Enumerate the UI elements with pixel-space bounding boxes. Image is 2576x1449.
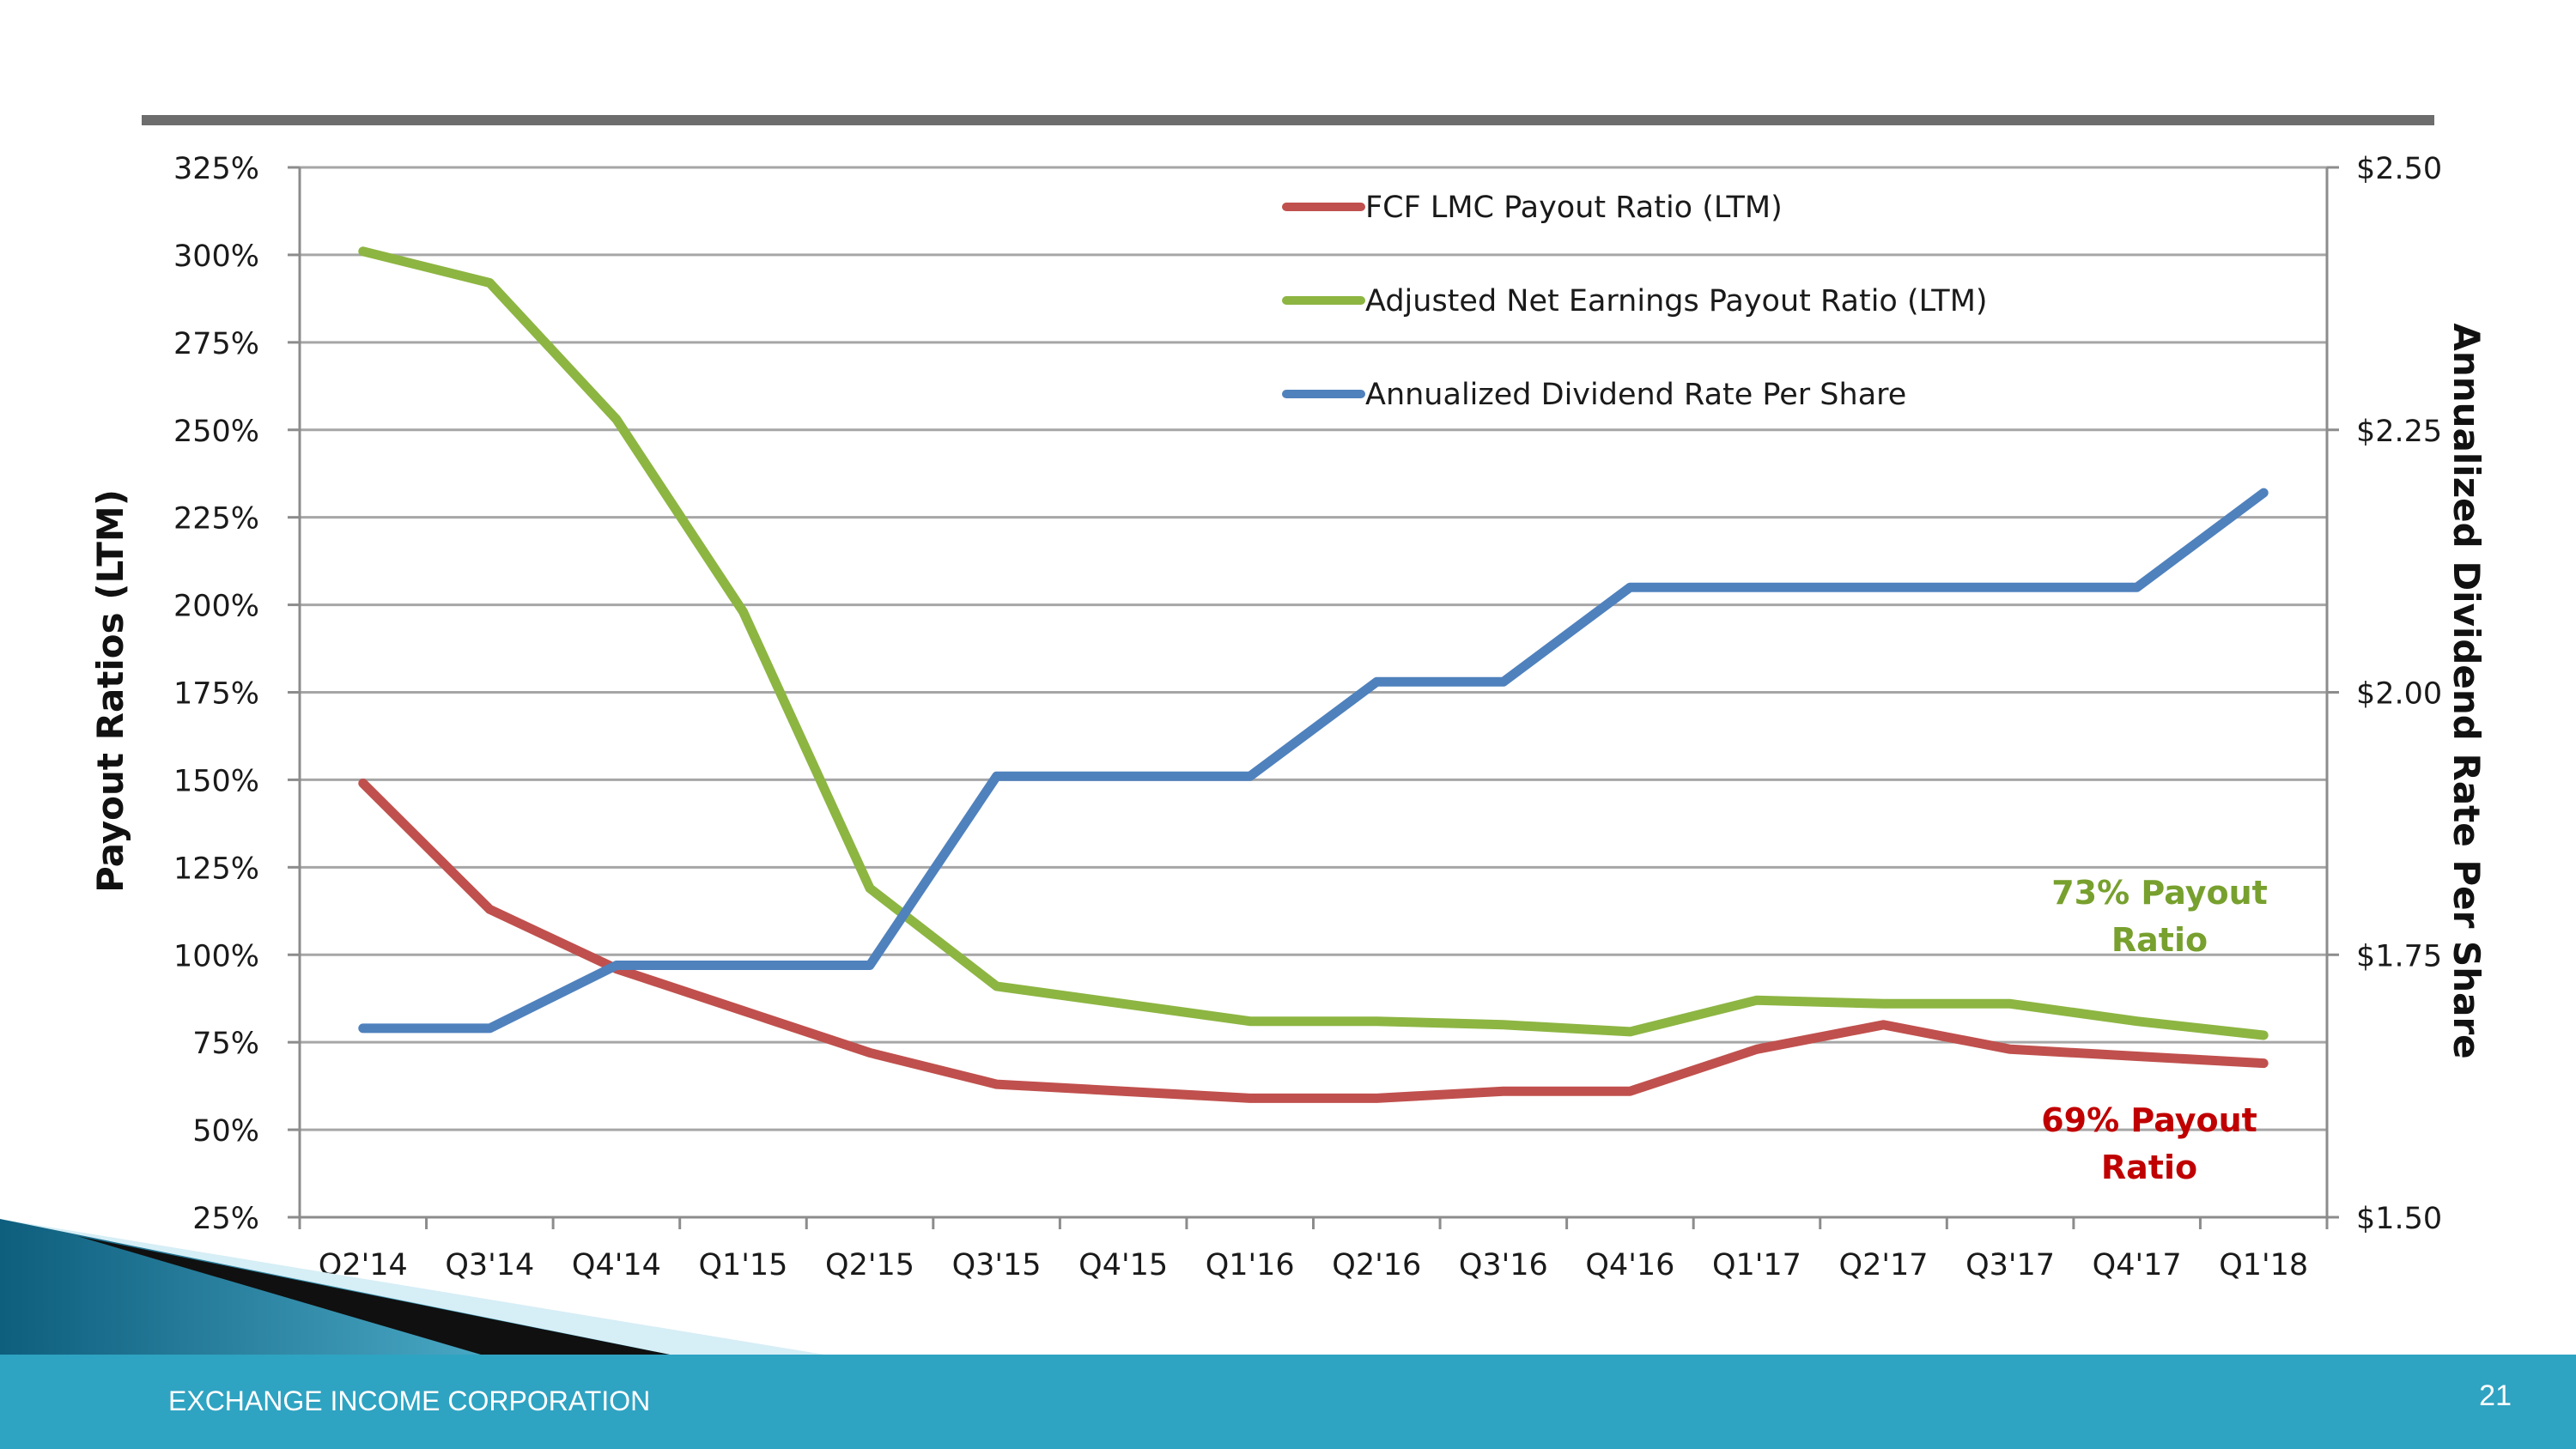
right-tick-label: $1.75 (2356, 939, 2442, 973)
left-axis-title: Payout Ratios (LTM) (89, 489, 131, 893)
x-tick-label: Q4'14 (572, 1248, 661, 1282)
right-tick-labels: $2.50 $2.25 $2.00 $1.75 $1.50 (2356, 152, 2442, 1236)
x-tick-label: Q3'16 (1459, 1248, 1548, 1282)
annotation-69-line1: 69% Payout (2041, 1101, 2257, 1139)
fcf-payout-line (358, 779, 2269, 1103)
x-tick-label: Q3'14 (445, 1248, 534, 1282)
x-tick-label: Q1'15 (698, 1248, 787, 1282)
annotation-73-payout: 73% Payout Ratio (2051, 874, 2268, 959)
left-tick-labels: 325% 300% 275% 250% 225% 200% 175% 150% 125% 100%… (173, 152, 259, 1236)
footer-company: EXCHANGE INCOME CORPORATION (168, 1385, 650, 1416)
annotation-69-payout: 69% Payout Ratio (2041, 1101, 2257, 1186)
x-tick-label: Q2'16 (1332, 1248, 1421, 1282)
right-tick-label: $2.00 (2356, 677, 2442, 712)
legend-label-dividend: Annualized Dividend Rate Per Share (1365, 378, 1906, 412)
page-number: 21 (2479, 1379, 2512, 1412)
x-tick-label: Q2'15 (825, 1248, 914, 1282)
left-tick-label: 125% (173, 852, 259, 886)
footer-wedge-dark (77, 1236, 670, 1355)
left-tick-label: 100% (173, 939, 259, 973)
annotation-73-line1: 73% Payout (2051, 874, 2268, 912)
y-tick-marks (288, 166, 2339, 1219)
x-tick-label: Q1'16 (1206, 1248, 1295, 1282)
footer: EXCHANGE INCOME CORPORATION 21 (0, 1219, 2576, 1449)
series-layer (358, 246, 2269, 1103)
left-tick-label: 275% (173, 327, 259, 361)
left-tick-label: 25% (192, 1202, 259, 1236)
grid-lines (300, 166, 2327, 1131)
left-tick-label: 50% (192, 1114, 259, 1149)
left-tick-label: 75% (192, 1027, 259, 1061)
annotation-69-line2: Ratio (2101, 1149, 2197, 1186)
x-tick-label: Q3'17 (1965, 1248, 2055, 1282)
legend-label-adjusted: Adjusted Net Earnings Payout Ratio (LTM) (1365, 284, 1988, 318)
legend-label-fcf: FCF LMC Payout Ratio (LTM) (1365, 191, 1783, 225)
x-tick-marks (298, 1217, 2329, 1229)
right-axis-title: Annualized Dividend Rate Per Share (2445, 323, 2488, 1058)
x-tick-label: Q2'17 (1839, 1248, 1929, 1282)
right-tick-label: $2.50 (2356, 152, 2442, 186)
adjusted-payout-line (358, 246, 2269, 1040)
left-tick-label: 325% (173, 152, 259, 186)
footer-wedge-blue (0, 1219, 670, 1355)
footer-bar (0, 1355, 2576, 1449)
dividend-rate-line (358, 488, 2269, 1034)
right-tick-label: $2.25 (2356, 415, 2442, 449)
left-tick-label: 200% (173, 590, 259, 624)
x-tick-label: Q4'16 (1585, 1248, 1674, 1282)
annotation-73-line2: Ratio (2111, 921, 2208, 959)
left-tick-label: 300% (173, 239, 259, 274)
header-rule (142, 115, 2434, 125)
left-tick-label: 250% (173, 415, 259, 449)
x-tick-label: Q4'15 (1078, 1248, 1168, 1282)
left-tick-label: 150% (173, 764, 259, 798)
x-tick-label: Q4'17 (2093, 1248, 2182, 1282)
x-tick-label: Q3'15 (952, 1248, 1042, 1282)
legend: FCF LMC Payout Ratio (LTM) Adjusted Net … (1282, 191, 1988, 412)
right-tick-label: $1.50 (2356, 1202, 2442, 1236)
x-tick-label: Q1'18 (2219, 1248, 2308, 1282)
x-tick-labels: Q2'14 Q3'14 Q4'14 Q1'15 Q2'15 Q3'15 Q4'15 Q1'16… (319, 1248, 2308, 1282)
x-tick-label: Q1'17 (1712, 1248, 1801, 1282)
left-tick-label: 175% (173, 677, 259, 712)
left-tick-label: 225% (173, 502, 259, 537)
